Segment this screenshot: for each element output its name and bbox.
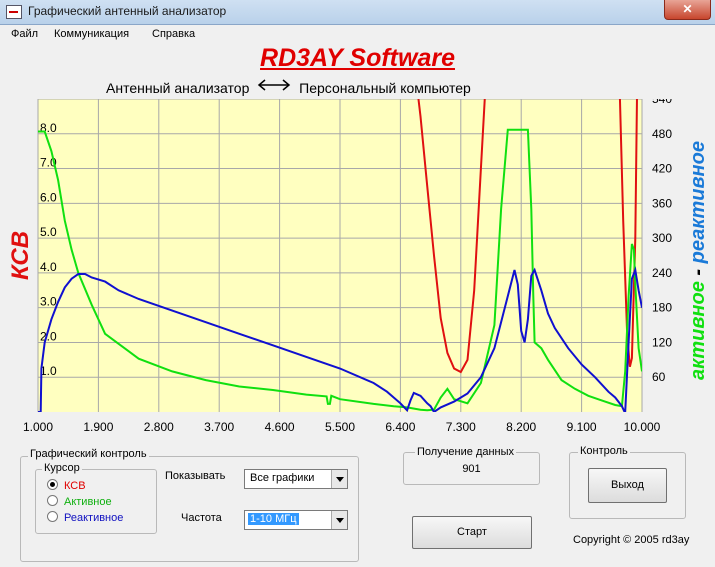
cursor-frame-title: Курсор <box>42 462 82 474</box>
left-tick-label: 5.0 <box>40 225 57 239</box>
double-arrow-icon <box>258 79 291 91</box>
menu-bar: Файл Коммуникация Справка <box>0 25 715 43</box>
x-tick-label: 1.900 <box>83 420 113 434</box>
cursor-frame <box>35 469 157 534</box>
menu-file[interactable]: Файл <box>11 28 39 40</box>
copyright: Copyright © 2005 rd3ay <box>573 534 690 546</box>
right-tick-label: 300 <box>652 231 672 245</box>
radio-active-dot[interactable] <box>47 495 58 506</box>
show-label: Показывать <box>165 470 226 482</box>
frequency-select-value: 1-10 МГц <box>248 513 299 525</box>
radio-reactive[interactable]: Реактивное <box>47 511 123 524</box>
x-tick-label: 10.000 <box>624 420 661 434</box>
radio-swr[interactable]: КСВ <box>47 479 86 492</box>
right-tick-label: 540 <box>652 99 672 106</box>
left-tick-label: 6.0 <box>40 190 57 204</box>
right-tick-label: 360 <box>652 196 672 210</box>
title-bar: Графический антенный анализатор ✕ <box>0 0 715 25</box>
right-tick-label: 60 <box>652 370 666 384</box>
x-tick-label: 5.500 <box>325 420 355 434</box>
radio-swr-dot[interactable] <box>47 479 58 490</box>
right-axis-label-sep: - <box>687 263 709 281</box>
close-button[interactable]: ✕ <box>664 0 711 20</box>
left-tick-label: 3.0 <box>40 295 57 309</box>
right-axis-label-active: активное <box>687 281 709 380</box>
radio-reactive-dot[interactable] <box>47 511 58 522</box>
data-frame-title: Получение данных <box>415 446 517 458</box>
menu-help[interactable]: Справка <box>152 28 196 40</box>
right-axis-label-reactive: реактивное <box>687 141 709 264</box>
radio-reactive-label: Реактивное <box>64 512 124 524</box>
start-button[interactable]: Старт <box>412 516 532 549</box>
right-tick-label: 120 <box>652 335 672 349</box>
chevron-down-icon[interactable] <box>331 511 347 529</box>
active-series-line <box>38 128 642 412</box>
graph-control-title: Графический контроль <box>28 448 149 460</box>
left-tick-label: 8.0 <box>40 121 57 135</box>
x-tick-label: 3.700 <box>204 420 234 434</box>
x-tick-label: 8.200 <box>506 420 536 434</box>
chevron-down-icon[interactable] <box>331 470 347 488</box>
chart: 1.000 1.900 2.800 3.700 4.600 5.500 6.400 7.300… <box>7 99 709 434</box>
brand-title: RD3AY Software <box>260 44 455 72</box>
subtitle-left: Антенный анализатор <box>106 80 250 97</box>
right-tick-label: 480 <box>652 127 672 141</box>
swr-series-line <box>618 99 638 368</box>
exit-button[interactable]: Выход <box>588 468 667 503</box>
subtitle: Антенный анализатор Персональный компьют… <box>106 78 471 96</box>
x-tick-label: 7.300 <box>446 420 476 434</box>
left-tick-label: 2.0 <box>40 329 57 343</box>
left-axis-label: КСВ <box>7 231 34 280</box>
swr-series-line <box>417 99 486 374</box>
left-tick-label: 1.0 <box>40 364 57 378</box>
x-tick-label: 6.400 <box>385 420 415 434</box>
x-tick-label: 2.800 <box>144 420 174 434</box>
graph-control-frame <box>20 456 359 562</box>
app-icon <box>6 5 22 19</box>
radio-swr-label: КСВ <box>64 480 86 492</box>
radio-active-label: Активное <box>64 496 112 508</box>
x-tick-label: 4.600 <box>265 420 295 434</box>
reactive-series-line <box>38 266 642 412</box>
subtitle-right: Персональный компьютер <box>299 80 471 97</box>
show-select-value: Все графики <box>250 472 315 484</box>
left-tick-label: 9.0 <box>40 99 57 100</box>
right-tick-label: 240 <box>652 266 672 280</box>
x-tick-label: 1.000 <box>23 420 53 434</box>
right-tick-label: 180 <box>652 301 672 315</box>
right-axis-label: активное - реактивное <box>687 141 709 380</box>
frequency-label: Частота <box>181 512 222 524</box>
menu-communication[interactable]: Коммуникация <box>54 28 130 40</box>
radio-active[interactable]: Активное <box>47 495 112 508</box>
data-count: 901 <box>462 463 481 475</box>
right-tick-label: 420 <box>652 162 672 176</box>
left-tick-label: 4.0 <box>40 260 57 274</box>
x-tick-label: 9.100 <box>567 420 597 434</box>
window-title: Графический антенный анализатор <box>28 4 227 18</box>
show-select[interactable]: Все графики <box>244 469 348 489</box>
control-frame-title: Контроль <box>578 445 630 457</box>
frequency-select[interactable]: 1-10 МГц <box>244 510 348 530</box>
